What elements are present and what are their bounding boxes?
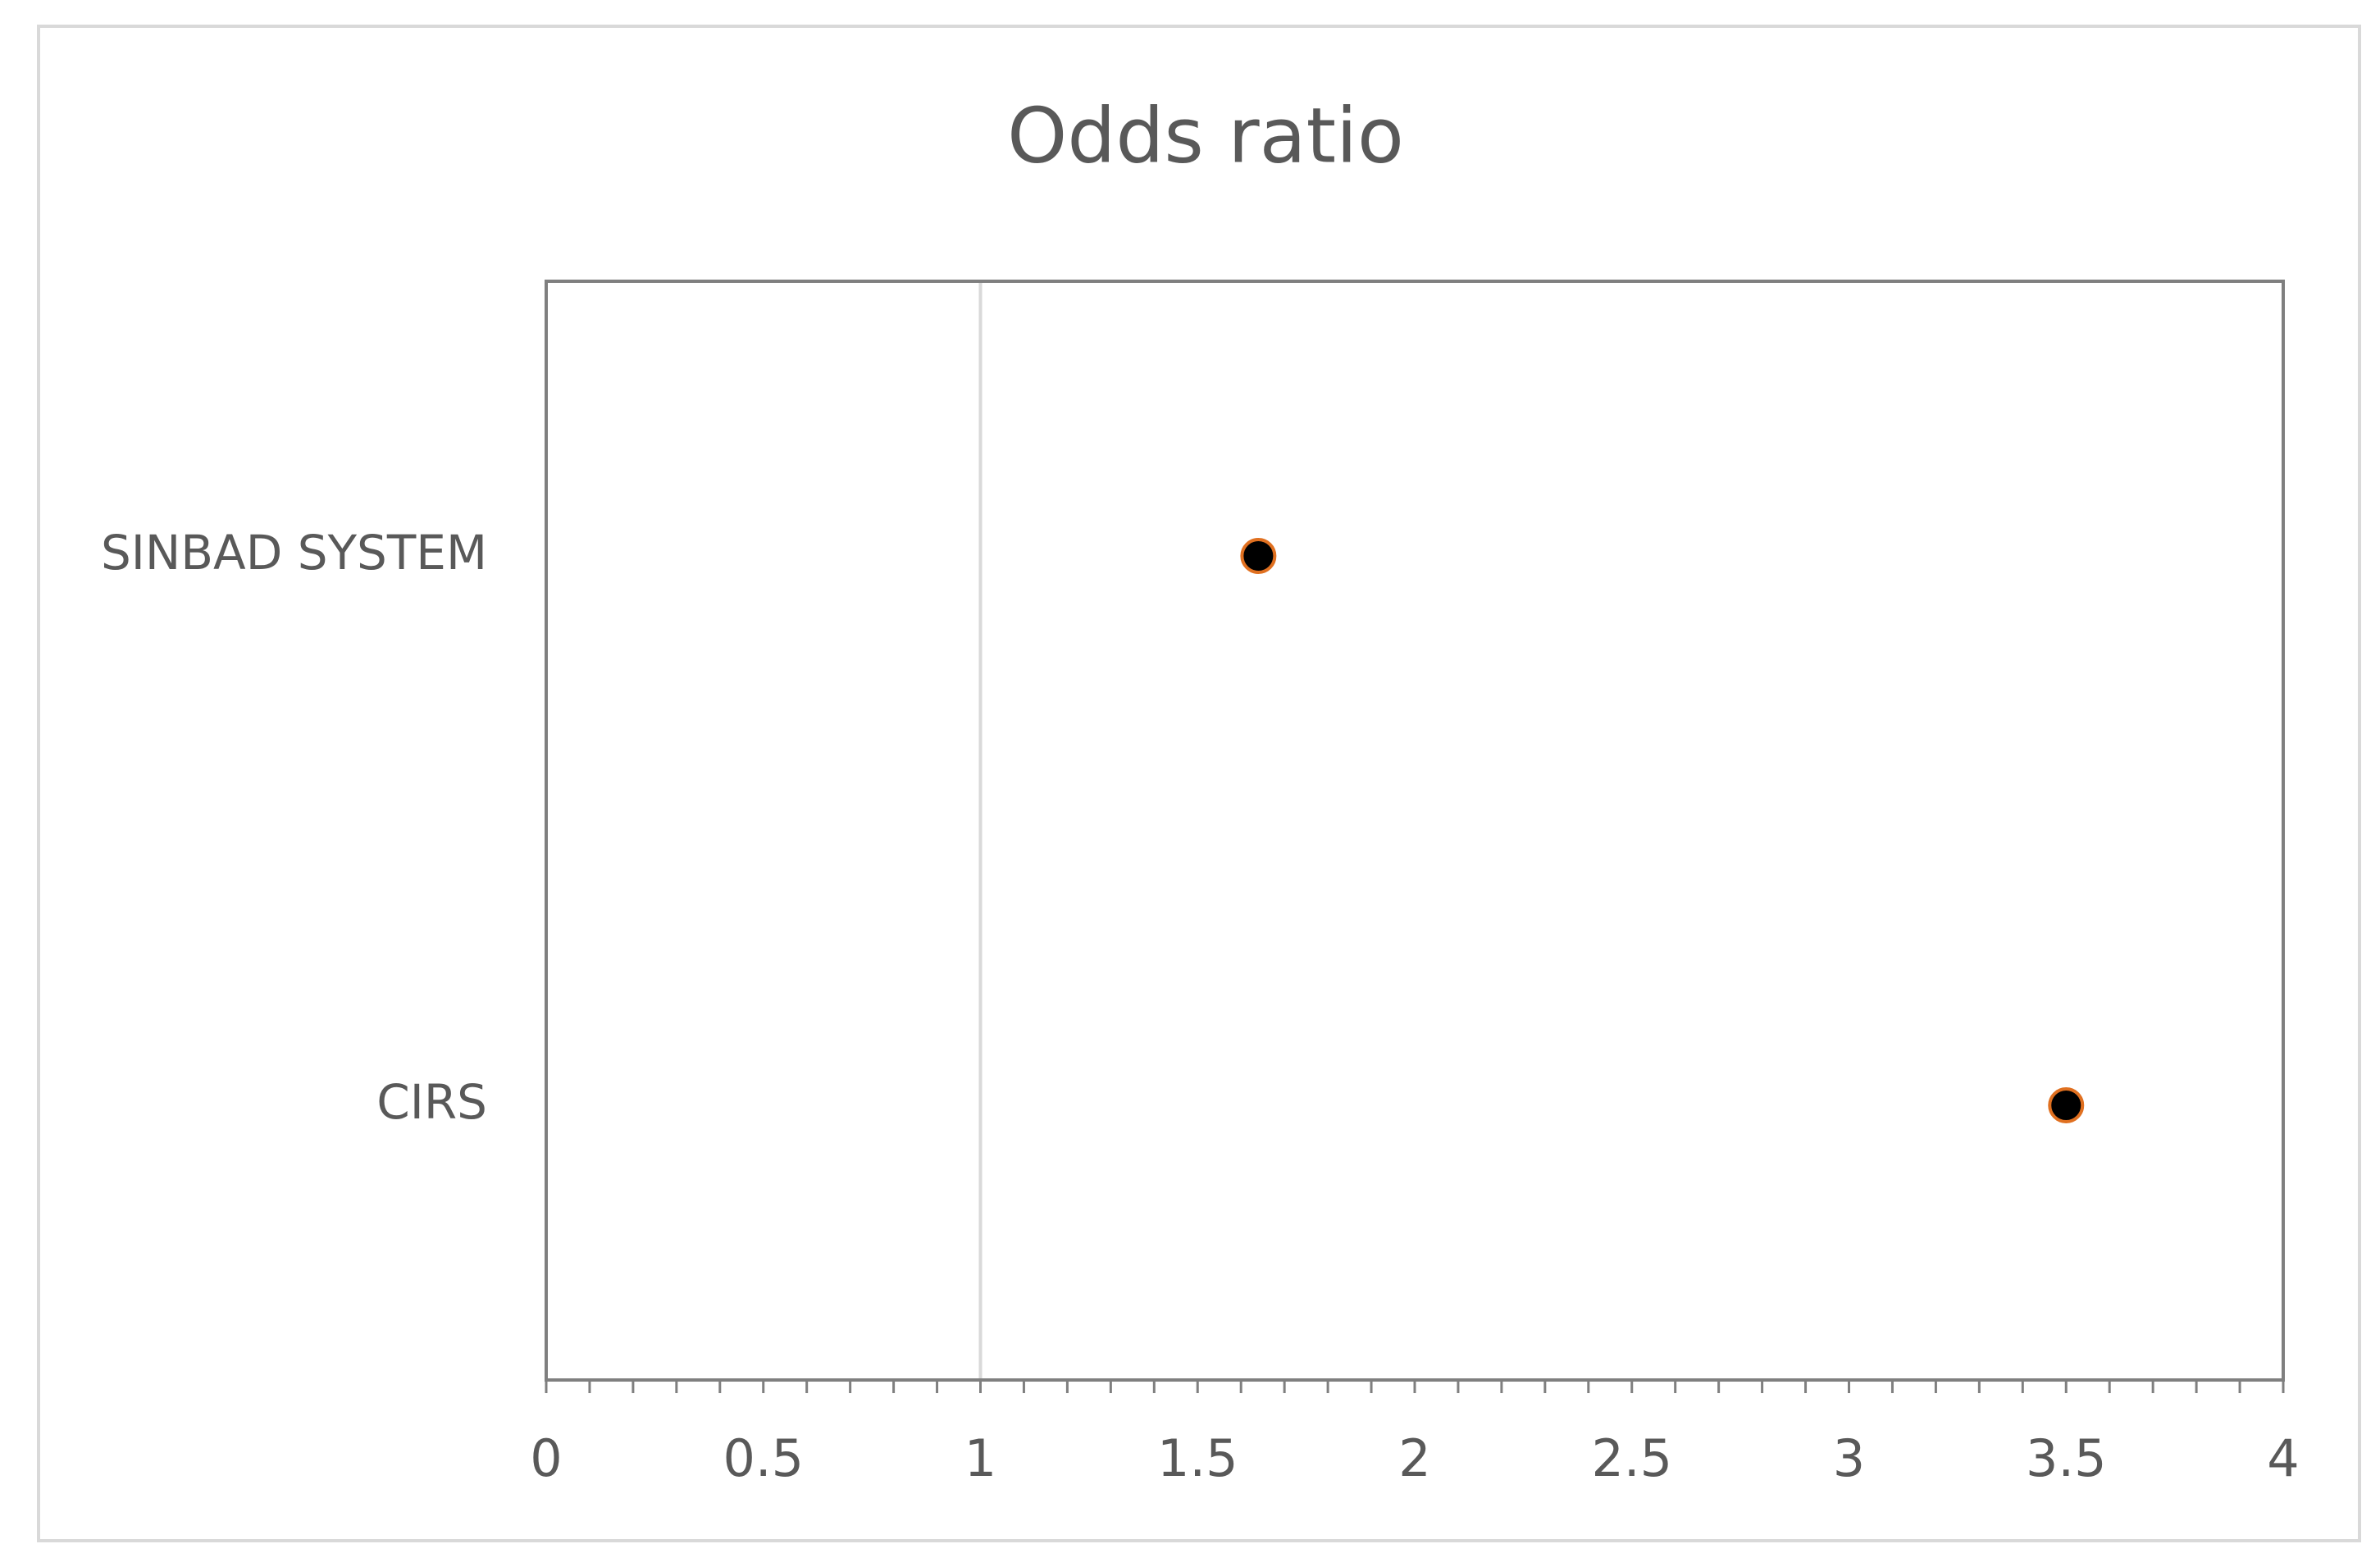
dot — [2048, 1087, 2085, 1123]
y-tick-label: SINBAD SYSTEM — [101, 525, 487, 581]
x-tick-label: 1.5 — [1157, 1428, 1238, 1488]
x-tick-label: 3.5 — [2026, 1428, 2107, 1488]
x-tick-label: 3 — [1833, 1428, 1865, 1488]
chart-title: Odds ratio — [1007, 91, 1404, 180]
x-tick-label: 2.5 — [1591, 1428, 1672, 1488]
x-tick-label: 0.5 — [723, 1428, 804, 1488]
x-tick-label: 1 — [964, 1428, 996, 1488]
y-tick-label: CIRS — [376, 1074, 487, 1130]
x-tick-label: 0 — [530, 1428, 562, 1488]
x-tick-label: 2 — [1398, 1428, 1430, 1488]
x-tick-label: 4 — [2267, 1428, 2299, 1488]
chart-frame — [37, 25, 2361, 1542]
dot — [1240, 538, 1277, 574]
